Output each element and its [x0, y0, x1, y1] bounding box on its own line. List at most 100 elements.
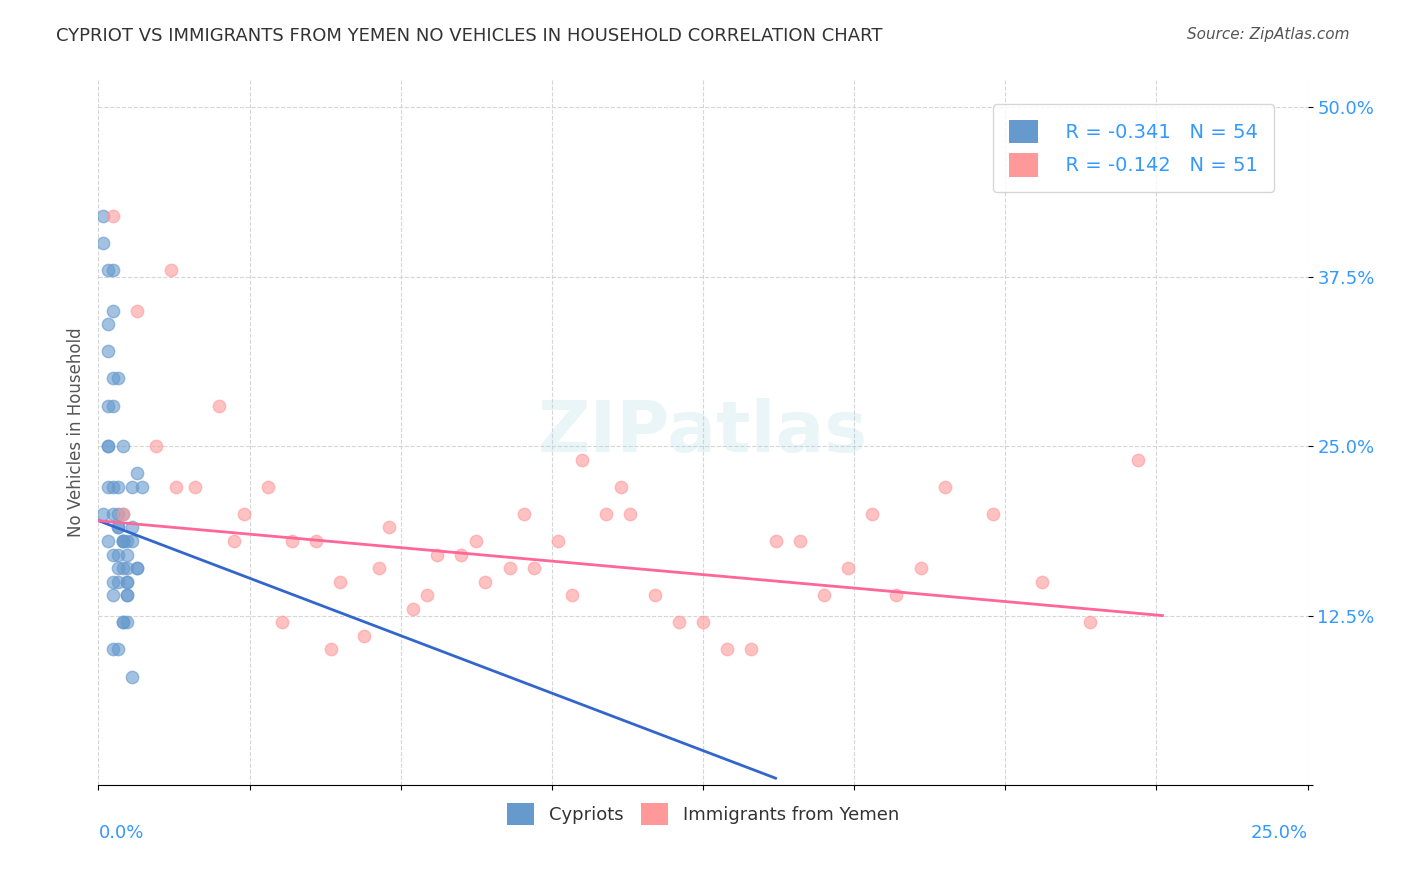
Point — [121, 480, 143, 494]
Point — [117, 588, 139, 602]
Point — [101, 399, 124, 413]
Point — [121, 669, 143, 683]
Point — [107, 548, 129, 562]
Point — [117, 534, 139, 549]
Point — [117, 615, 139, 630]
Point — [402, 601, 425, 615]
Point — [97, 263, 120, 277]
Y-axis label: No Vehicles in Household: No Vehicles in Household — [66, 327, 84, 538]
Point — [716, 642, 738, 657]
Point — [107, 642, 129, 657]
Point — [101, 642, 124, 657]
Point — [981, 507, 1004, 521]
Point — [208, 399, 231, 413]
Point — [886, 588, 908, 602]
Point — [498, 561, 520, 575]
Point — [145, 439, 167, 453]
Point — [377, 520, 399, 534]
Point — [97, 534, 120, 549]
Point — [619, 507, 641, 521]
Legend: Cypriots, Immigrants from Yemen: Cypriots, Immigrants from Yemen — [499, 796, 907, 832]
Point — [111, 507, 134, 521]
Point — [256, 480, 278, 494]
Point — [111, 615, 134, 630]
Point — [117, 561, 139, 575]
Point — [111, 507, 134, 521]
Point — [127, 303, 149, 318]
Point — [111, 534, 134, 549]
Point — [101, 548, 124, 562]
Point — [131, 480, 153, 494]
Point — [571, 452, 593, 467]
Point — [107, 520, 129, 534]
Point — [127, 561, 149, 575]
Point — [117, 574, 139, 589]
Point — [107, 480, 129, 494]
Point — [523, 561, 546, 575]
Point — [101, 588, 124, 602]
Point — [111, 439, 134, 453]
Point — [111, 615, 134, 630]
Point — [121, 534, 143, 549]
Point — [97, 439, 120, 453]
Point — [1128, 452, 1150, 467]
Point — [368, 561, 391, 575]
Point — [121, 520, 143, 534]
Point — [101, 371, 124, 385]
Point — [910, 561, 932, 575]
Text: 0.0%: 0.0% — [98, 823, 143, 842]
Point — [464, 534, 486, 549]
Point — [101, 303, 124, 318]
Point — [547, 534, 569, 549]
Point — [160, 263, 183, 277]
Point — [561, 588, 583, 602]
Point — [450, 548, 472, 562]
Point — [97, 480, 120, 494]
Point — [353, 629, 375, 643]
Point — [813, 588, 835, 602]
Point — [934, 480, 956, 494]
Point — [426, 548, 449, 562]
Point — [789, 534, 811, 549]
Point — [305, 534, 328, 549]
Point — [595, 507, 617, 521]
Point — [319, 642, 342, 657]
Point — [165, 480, 187, 494]
Point — [117, 588, 139, 602]
Point — [692, 615, 714, 630]
Text: CYPRIOT VS IMMIGRANTS FROM YEMEN NO VEHICLES IN HOUSEHOLD CORRELATION CHART: CYPRIOT VS IMMIGRANTS FROM YEMEN NO VEHI… — [56, 27, 883, 45]
Point — [91, 235, 114, 250]
Text: ZIPatlas: ZIPatlas — [538, 398, 868, 467]
Point — [101, 480, 124, 494]
Point — [281, 534, 304, 549]
Point — [329, 574, 352, 589]
Point — [117, 548, 139, 562]
Point — [222, 534, 245, 549]
Point — [740, 642, 762, 657]
Point — [91, 209, 114, 223]
Point — [127, 467, 149, 481]
Text: Source: ZipAtlas.com: Source: ZipAtlas.com — [1187, 27, 1350, 42]
Point — [127, 561, 149, 575]
Point — [765, 534, 787, 549]
Point — [860, 507, 883, 521]
Point — [1031, 574, 1053, 589]
Point — [271, 615, 294, 630]
Point — [416, 588, 439, 602]
Point — [117, 574, 139, 589]
Point — [111, 534, 134, 549]
Point — [610, 480, 633, 494]
Point — [107, 561, 129, 575]
Point — [101, 507, 124, 521]
Point — [513, 507, 536, 521]
Point — [97, 344, 120, 359]
Point — [101, 209, 124, 223]
Point — [97, 399, 120, 413]
Point — [107, 574, 129, 589]
Point — [97, 317, 120, 331]
Point — [184, 480, 207, 494]
Point — [107, 371, 129, 385]
Point — [837, 561, 859, 575]
Point — [474, 574, 496, 589]
Point — [91, 507, 114, 521]
